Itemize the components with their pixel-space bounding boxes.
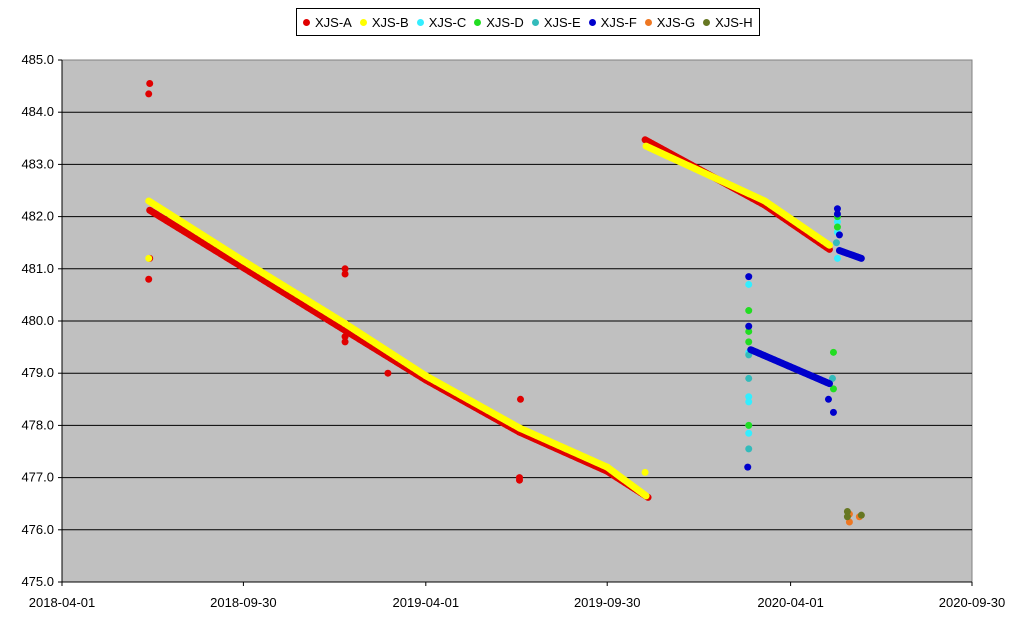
- data-point: [146, 79, 154, 87]
- legend-item: XJS-A: [303, 15, 352, 30]
- trend-point: [825, 380, 833, 388]
- legend-item: XJS-H: [703, 15, 753, 30]
- legend-label: XJS-A: [315, 14, 352, 30]
- data-point: [515, 476, 523, 484]
- data-point: [145, 254, 153, 262]
- data-point: [745, 398, 753, 406]
- legend-label: XJS-F: [600, 14, 637, 30]
- x-tick-label: 2018-09-30: [210, 595, 277, 610]
- data-point: [843, 513, 851, 521]
- legend-marker-icon: [359, 18, 367, 26]
- legend-marker-icon: [531, 18, 539, 26]
- x-tick-label: 2019-04-01: [393, 595, 460, 610]
- legend-label: XJS-H: [715, 14, 753, 30]
- legend-label: XJS-D: [486, 14, 524, 30]
- data-point: [744, 463, 752, 471]
- legend-marker-icon: [416, 18, 424, 26]
- legend-marker-icon: [703, 18, 711, 26]
- legend-label: XJS-G: [656, 14, 696, 30]
- legend-marker-icon: [474, 18, 482, 26]
- x-tick-label: 2020-09-30: [939, 595, 1006, 610]
- data-point: [829, 348, 837, 356]
- x-tick-label: 2020-04-01: [757, 595, 824, 610]
- data-point: [843, 508, 851, 516]
- y-tick-label: 483.0: [21, 156, 54, 171]
- y-tick-label: 481.0: [21, 261, 54, 276]
- legend-item: XJS-B: [359, 14, 409, 30]
- data-point: [833, 210, 841, 218]
- data-point: [833, 254, 841, 262]
- series-XJS-H: [843, 508, 865, 521]
- data-point: [745, 307, 753, 315]
- legend-item: XJS-G: [644, 14, 696, 30]
- data-point: [745, 374, 753, 382]
- legend-item: XJS-F: [588, 14, 637, 30]
- data-point: [145, 90, 153, 98]
- data-point: [145, 275, 153, 283]
- legend-marker-icon: [303, 18, 310, 26]
- data-point: [745, 322, 753, 330]
- data-point: [857, 511, 865, 519]
- data-point: [835, 231, 843, 239]
- data-point: [829, 385, 837, 393]
- series-XJS-B: [145, 142, 833, 500]
- data-point: [745, 273, 753, 281]
- y-tick-label: 480.0: [21, 313, 54, 328]
- series-XJS-E: [745, 239, 840, 453]
- data-point: [829, 408, 837, 416]
- y-tick-label: 476.0: [21, 522, 54, 537]
- trend-point: [857, 254, 865, 262]
- data-point: [828, 374, 836, 382]
- series-XJS-F: [744, 205, 865, 471]
- y-tick-label: 484.0: [21, 104, 54, 119]
- y-tick-label: 478.0: [21, 417, 54, 432]
- x-tick-label: 2018-04-01: [29, 595, 96, 610]
- data-point: [832, 239, 840, 247]
- data-point: [745, 338, 753, 346]
- trend-point: [825, 241, 833, 249]
- y-tick-label: 482.0: [21, 209, 54, 224]
- data-point: [833, 223, 841, 231]
- legend: XJS-A XJS-B XJS-C XJS-D XJS-E XJS-F XJS-G XJS-H: [296, 8, 760, 36]
- data-point: [833, 218, 841, 226]
- y-tick-label: 477.0: [21, 470, 54, 485]
- data-point: [745, 429, 753, 437]
- data-point: [641, 468, 649, 476]
- data-point: [745, 327, 753, 335]
- legend-item: XJS-D: [474, 15, 524, 30]
- data-point: [833, 205, 841, 213]
- data-point: [745, 280, 753, 288]
- data-point: [384, 369, 392, 377]
- data-point: [341, 270, 349, 278]
- legend-item: XJS-E: [531, 14, 581, 30]
- y-tick-label: 485.0: [21, 52, 54, 67]
- legend-item: XJS-C: [416, 14, 467, 30]
- data-point: [824, 395, 832, 403]
- trend-point: [642, 492, 650, 500]
- y-tick-label: 479.0: [21, 365, 54, 380]
- data-point: [745, 421, 753, 429]
- data-point: [341, 265, 349, 273]
- data-point: [516, 395, 524, 403]
- data-point: [341, 333, 349, 341]
- data-point: [745, 445, 753, 453]
- legend-label: XJS-B: [371, 14, 409, 30]
- legend-label: XJS-C: [428, 14, 467, 30]
- legend-marker-icon: [644, 18, 652, 26]
- data-point: [745, 393, 753, 401]
- legend-marker-icon: [588, 18, 596, 26]
- data-point: [341, 338, 349, 346]
- x-tick-label: 2019-09-30: [574, 595, 641, 610]
- y-tick-label: 475.0: [21, 574, 54, 589]
- legend-label: XJS-E: [543, 14, 581, 30]
